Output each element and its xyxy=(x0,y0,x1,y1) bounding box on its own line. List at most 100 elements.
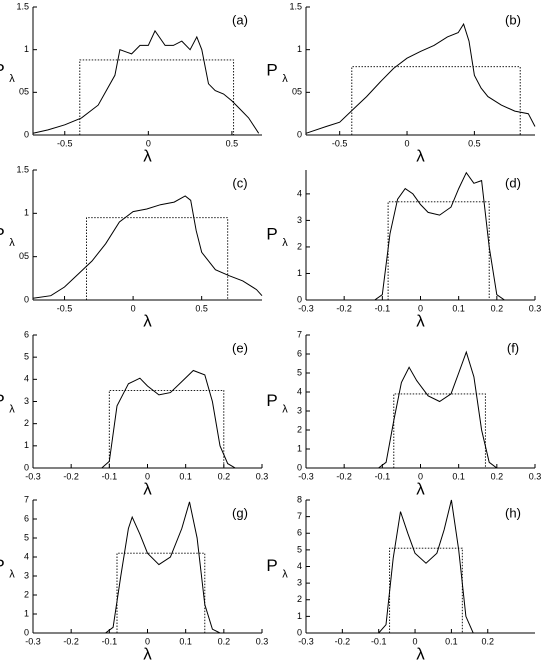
x-tick-label: 0.2 xyxy=(218,471,231,481)
x-tick-label: 0.2 xyxy=(218,636,231,646)
y-tick-label: 6 xyxy=(24,513,29,523)
y-tick-label: 7 xyxy=(24,494,29,504)
y-tick-label: 1 xyxy=(297,443,302,453)
x-tick-label: -0.5 xyxy=(332,138,348,148)
y-axis-label-subscript: λ xyxy=(282,403,288,415)
x-tick-label: 0.1 xyxy=(179,636,192,646)
y-tick-label: 1 xyxy=(24,44,29,54)
y-tick-label: 2 xyxy=(24,418,29,428)
x-axis-label: λ xyxy=(143,311,152,330)
y-tick-label: 1 xyxy=(297,268,302,278)
y-tick-label: 05 xyxy=(19,251,29,261)
y-tick-label: 0 xyxy=(297,294,302,304)
y-axis-label: P xyxy=(266,224,277,243)
x-tick-label: 0 xyxy=(413,636,418,646)
panel: 0 05 1 1.5 -0.5 0 0.5 (b) P λ λ xyxy=(266,1,536,165)
panel-label: (d) xyxy=(505,175,521,190)
y-tick-label: 4 xyxy=(297,188,302,198)
y-tick-label: 0 xyxy=(24,294,29,304)
x-tick-label: -0.2 xyxy=(335,636,351,646)
y-tick-label: 1.5 xyxy=(16,164,29,174)
y-tick-label: 2 xyxy=(297,241,302,251)
panel: 0 05 1 1.5 -0.5 0 0.5 (c) Pλ λ xyxy=(0,164,263,330)
y-axis-label: P xyxy=(0,556,5,575)
curve xyxy=(33,501,262,634)
y-tick-label: 3 xyxy=(297,405,302,415)
y-tick-label: 2 xyxy=(24,589,29,599)
y-axis-label: P xyxy=(0,224,5,243)
y-tick-label: 1 xyxy=(297,611,302,621)
x-axis-label: λ xyxy=(143,479,152,498)
curve xyxy=(32,29,260,134)
x-tick-label: 0.2 xyxy=(491,303,504,313)
panel: 0 1 2 3 4 5 6 7 -0.3 -0.2 -0.1 0 0.1 0.2 0.3 (f) P λ λ xyxy=(266,329,541,498)
panel-label: (h) xyxy=(505,505,521,520)
x-tick-label: 0 xyxy=(145,471,150,481)
x-tick-label: -0.3 xyxy=(298,471,314,481)
y-axis-label-subscript: λ xyxy=(282,237,288,249)
y-tick-label: 0 xyxy=(24,627,29,637)
y-tick-label: 0 xyxy=(297,129,302,139)
curve xyxy=(305,22,536,134)
x-tick-label: 0.1 xyxy=(452,303,465,313)
y-axis-label: P xyxy=(266,556,277,575)
panel-label: (b) xyxy=(505,12,521,27)
x-tick-label: -0.1 xyxy=(102,471,118,481)
y-axis-label: P xyxy=(266,60,277,79)
y-tick-label: 7 xyxy=(297,511,302,521)
box-distribution xyxy=(389,547,463,633)
y-tick-label: 05 xyxy=(292,87,302,97)
x-tick-label: 0.2 xyxy=(491,471,504,481)
x-tick-label: -0.1 xyxy=(371,636,387,646)
y-tick-label: 3 xyxy=(297,215,302,225)
y-tick-label: 1 xyxy=(24,440,29,450)
x-axis-label: λ xyxy=(416,146,425,165)
panel-label: (f) xyxy=(507,340,519,355)
box-distribution xyxy=(116,552,206,633)
y-tick-label: 5 xyxy=(24,532,29,542)
y-axis-label: P xyxy=(0,60,5,79)
x-tick-label: -0.3 xyxy=(298,636,314,646)
y-tick-label: 0 xyxy=(24,462,29,472)
panel-label: (a) xyxy=(232,12,248,27)
x-tick-label: -0.3 xyxy=(25,636,41,646)
y-axis-label-subscript: λ xyxy=(9,237,15,249)
y-tick-label: 2 xyxy=(297,594,302,604)
y-tick-label: 1 xyxy=(24,208,29,218)
x-tick-label: 0.1 xyxy=(179,471,192,481)
box-distribution xyxy=(351,66,521,135)
panel-label: (e) xyxy=(232,340,248,355)
x-tick-label: 0.1 xyxy=(445,636,458,646)
y-tick-label: 8 xyxy=(297,494,302,504)
y-axis-label-subscript: λ xyxy=(9,403,15,415)
x-tick-label: 0.2 xyxy=(481,636,494,646)
y-tick-label: 3 xyxy=(24,396,29,406)
x-tick-label: -0.3 xyxy=(298,303,314,313)
x-tick-label: -0.2 xyxy=(63,471,79,481)
x-tick-label: 0 xyxy=(146,138,151,148)
box-distribution xyxy=(393,393,486,468)
panel: 0 1 2 3 4 -0.3 -0.2 -0.1 0 0.1 0.2 0.3 (d) P λ λ xyxy=(266,170,541,330)
x-tick-label: 0 xyxy=(405,138,410,148)
y-tick-label: 6 xyxy=(24,329,29,339)
x-axis-label: λ xyxy=(143,644,152,663)
curve xyxy=(306,350,535,469)
x-axis-label: λ xyxy=(416,479,425,498)
x-tick-label: -0.1 xyxy=(375,471,391,481)
curve xyxy=(33,369,262,469)
y-tick-label: 1.5 xyxy=(16,1,29,11)
y-tick-label: 05 xyxy=(19,87,29,97)
y-tick-label: 3 xyxy=(297,578,302,588)
box-distribution xyxy=(387,201,490,300)
y-tick-label: 0 xyxy=(297,627,302,637)
y-tick-label: 5 xyxy=(297,544,302,554)
x-tick-label: 0.5 xyxy=(468,138,481,148)
y-tick-label: 4 xyxy=(24,551,29,561)
x-tick-label: 0 xyxy=(418,303,423,313)
x-tick-label: 0.3 xyxy=(256,636,269,646)
y-tick-label: 5 xyxy=(297,367,302,377)
y-tick-label: 1 xyxy=(24,608,29,618)
x-tick-label: 0.5 xyxy=(226,138,239,148)
